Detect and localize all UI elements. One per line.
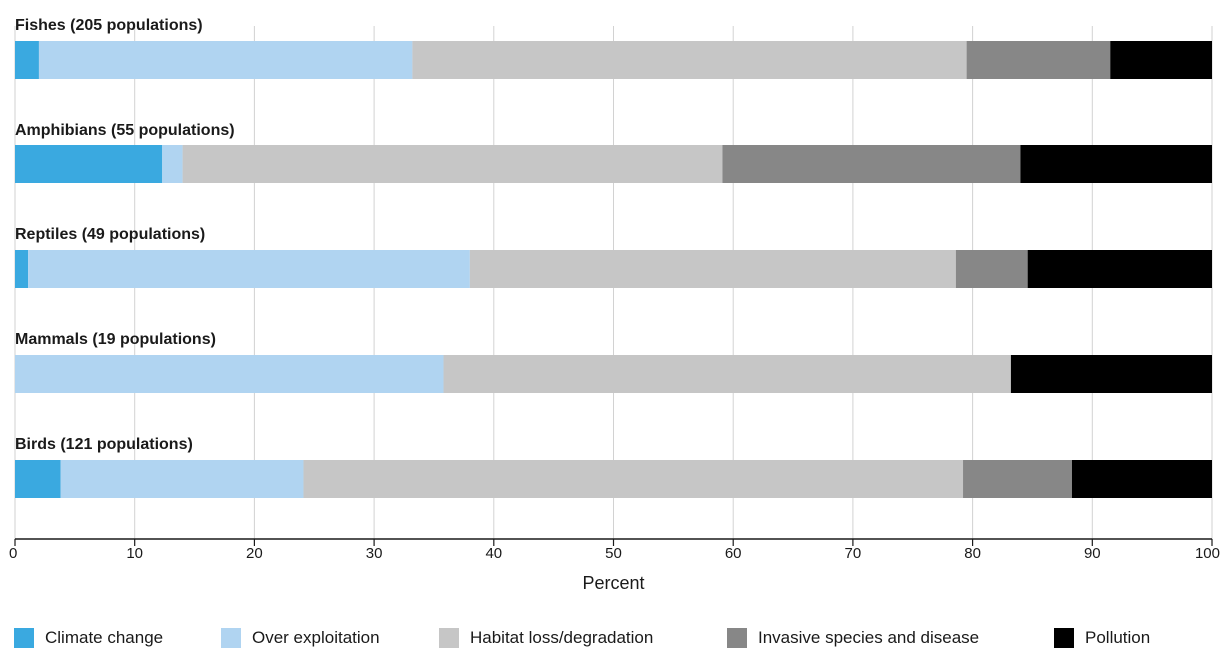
x-tick-label: 20 xyxy=(246,545,263,562)
x-tick-label: 60 xyxy=(725,545,742,562)
bar-segment-2-3 xyxy=(182,145,723,183)
legend-label: Invasive species and disease xyxy=(758,627,980,647)
category-label: Birds (121 populations) xyxy=(15,436,193,453)
bar-segment-5-4 xyxy=(963,460,1072,498)
bar-segment-1-1 xyxy=(15,41,39,79)
x-tick-label: 100 xyxy=(1195,545,1220,562)
legend-item: Pollution xyxy=(1054,626,1150,649)
bar-segment-5-5 xyxy=(1071,460,1212,498)
bar-segment-2-4 xyxy=(722,145,1021,183)
x-tick-label: 30 xyxy=(366,545,383,562)
bar-segment-1-2 xyxy=(38,41,413,79)
x-tick-label: 40 xyxy=(485,545,502,562)
legend-swatch xyxy=(14,627,34,648)
bar-segment-3-1 xyxy=(15,250,29,288)
legend-label: Over exploitation xyxy=(252,627,380,647)
bar-segment-5-3 xyxy=(303,460,964,498)
legend-swatch xyxy=(1054,627,1074,648)
bar-segment-1-5 xyxy=(1110,41,1212,79)
category-label: Fishes (205 populations) xyxy=(15,17,203,34)
category-label: Amphibians (55 populations) xyxy=(15,122,235,139)
legend-label: Climate change xyxy=(45,627,164,647)
category-labels: Fishes (205 populations) Amphibians (55 p… xyxy=(15,17,235,453)
bar-segment-3-4 xyxy=(955,250,1028,288)
legend-item: Habitat loss/degradation xyxy=(439,626,653,649)
bar-segment-4-5 xyxy=(1010,355,1212,393)
bar-segment-3-3 xyxy=(469,250,956,288)
x-tick-label: 0 xyxy=(9,545,17,562)
legend-item: Invasive species and disease xyxy=(727,626,979,649)
bar-segment-2-1 xyxy=(15,145,163,183)
x-tick-label: 70 xyxy=(845,545,862,562)
legend-item: Over exploitation xyxy=(221,626,380,649)
legend-swatch xyxy=(221,627,241,648)
legend-swatch xyxy=(727,627,747,648)
category-label: Reptiles (49 populations) xyxy=(15,226,205,243)
x-tick-label: 50 xyxy=(605,545,622,562)
bar-segment-2-5 xyxy=(1020,145,1212,183)
x-tick-label: 80 xyxy=(964,545,981,562)
bar-segment-1-3 xyxy=(412,41,967,79)
bars xyxy=(15,41,1212,498)
x-axis: Percent 0 10 20 30 40 50 60 70 80 90 100 xyxy=(9,538,1220,593)
bar-segment-5-2 xyxy=(60,460,304,498)
bar-segment-1-4 xyxy=(966,41,1111,79)
legend-swatch xyxy=(439,627,459,648)
bar-segment-2-2 xyxy=(162,145,183,183)
x-tick-label: 90 xyxy=(1084,545,1101,562)
legend: Climate change Over exploitation Habitat l… xyxy=(14,626,1224,649)
legend-label: Habitat loss/degradation xyxy=(470,627,654,647)
legend-item: Climate change xyxy=(14,626,163,649)
bar-segment-3-2 xyxy=(28,250,470,288)
bar-segment-4-3 xyxy=(443,355,1011,393)
x-axis-title: Percent xyxy=(582,573,644,593)
category-label: Mammals (19 populations) xyxy=(15,331,216,348)
bar-segment-5-1 xyxy=(15,460,61,498)
x-tick-label: 10 xyxy=(126,545,143,562)
bar-segment-4-2 xyxy=(15,355,444,393)
bar-segment-3-5 xyxy=(1027,250,1212,288)
legend-label: Pollution xyxy=(1085,627,1151,647)
